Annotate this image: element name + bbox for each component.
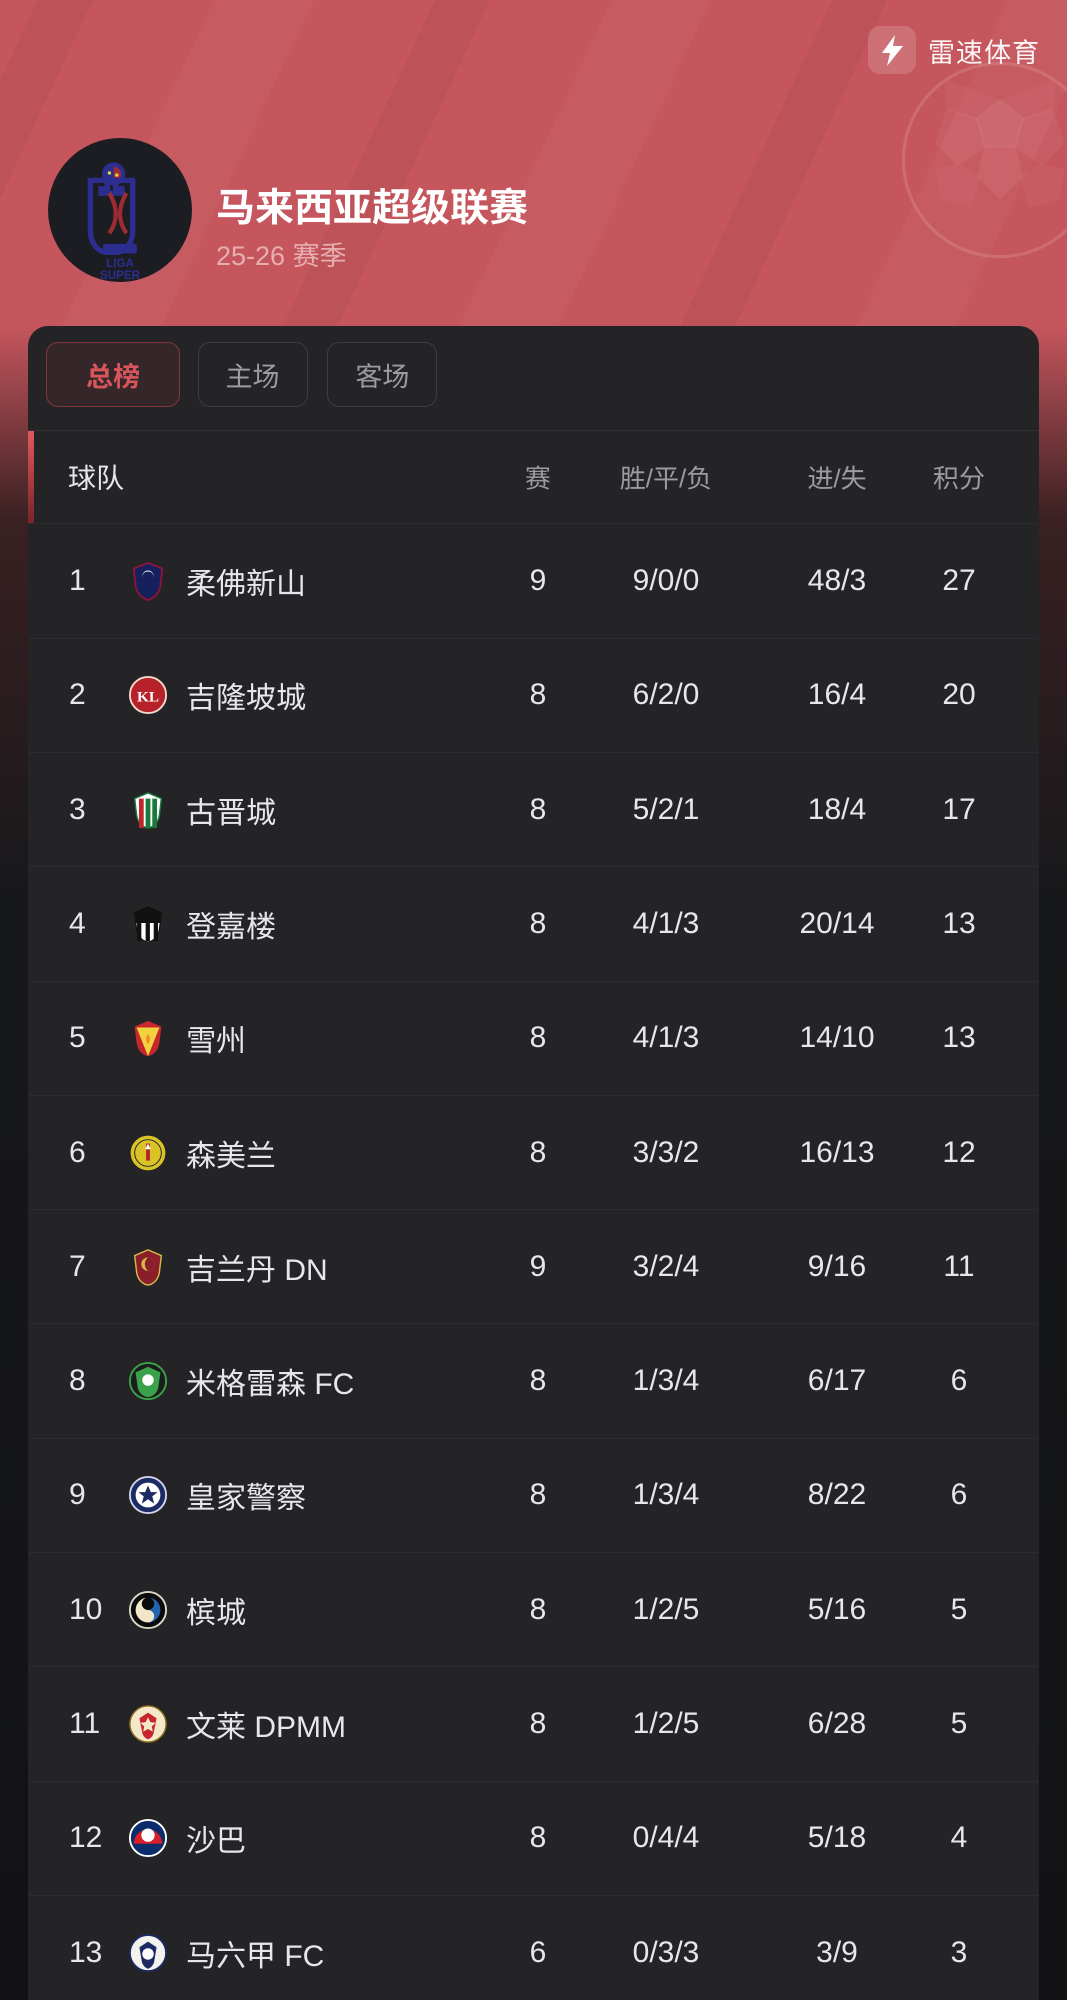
svg-text:KL: KL	[137, 689, 159, 706]
svg-text:K: K	[146, 798, 151, 805]
svg-text:SUPER: SUPER	[100, 269, 141, 282]
